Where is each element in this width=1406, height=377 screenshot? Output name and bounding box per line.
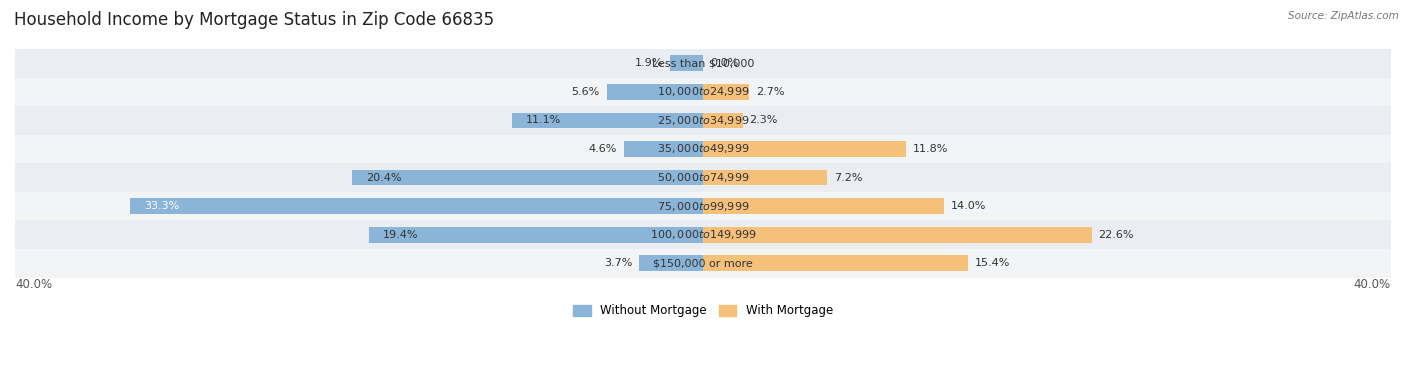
Bar bbox=[640, 256, 703, 271]
Text: 11.8%: 11.8% bbox=[912, 144, 948, 154]
Bar bbox=[703, 141, 905, 157]
Text: 20.4%: 20.4% bbox=[366, 173, 401, 182]
Bar bbox=[703, 256, 967, 271]
Bar bbox=[703, 170, 827, 185]
Text: $35,000 to $49,999: $35,000 to $49,999 bbox=[657, 143, 749, 155]
Text: 19.4%: 19.4% bbox=[382, 230, 419, 240]
Text: 4.6%: 4.6% bbox=[589, 144, 617, 154]
Text: 14.0%: 14.0% bbox=[950, 201, 986, 211]
Text: 2.7%: 2.7% bbox=[756, 87, 785, 97]
Legend: Without Mortgage, With Mortgage: Without Mortgage, With Mortgage bbox=[568, 300, 838, 322]
Text: Less than $10,000: Less than $10,000 bbox=[652, 58, 754, 68]
Bar bbox=[606, 84, 703, 100]
Text: 2.3%: 2.3% bbox=[749, 115, 778, 126]
Text: 40.0%: 40.0% bbox=[15, 277, 52, 291]
Bar bbox=[512, 113, 703, 128]
Bar bbox=[15, 135, 1391, 163]
Text: $150,000 or more: $150,000 or more bbox=[654, 258, 752, 268]
Text: 1.9%: 1.9% bbox=[636, 58, 664, 68]
Bar bbox=[703, 198, 943, 214]
Text: 40.0%: 40.0% bbox=[1354, 277, 1391, 291]
Bar bbox=[370, 227, 703, 243]
Text: 3.7%: 3.7% bbox=[605, 258, 633, 268]
Bar bbox=[352, 170, 703, 185]
Text: 15.4%: 15.4% bbox=[974, 258, 1010, 268]
Bar bbox=[15, 78, 1391, 106]
Text: 5.6%: 5.6% bbox=[572, 87, 600, 97]
Bar bbox=[671, 55, 703, 71]
Bar bbox=[15, 249, 1391, 277]
Bar bbox=[15, 49, 1391, 78]
Text: $75,000 to $99,999: $75,000 to $99,999 bbox=[657, 200, 749, 213]
Text: $100,000 to $149,999: $100,000 to $149,999 bbox=[650, 228, 756, 241]
Bar bbox=[624, 141, 703, 157]
Bar bbox=[15, 221, 1391, 249]
Text: Household Income by Mortgage Status in Zip Code 66835: Household Income by Mortgage Status in Z… bbox=[14, 11, 494, 29]
Bar bbox=[131, 198, 703, 214]
Bar bbox=[15, 192, 1391, 221]
Bar bbox=[703, 227, 1091, 243]
Text: 33.3%: 33.3% bbox=[143, 201, 179, 211]
Bar bbox=[15, 106, 1391, 135]
Text: Source: ZipAtlas.com: Source: ZipAtlas.com bbox=[1288, 11, 1399, 21]
Text: $25,000 to $34,999: $25,000 to $34,999 bbox=[657, 114, 749, 127]
Text: 0.0%: 0.0% bbox=[710, 58, 738, 68]
Text: 7.2%: 7.2% bbox=[834, 173, 862, 182]
Text: $10,000 to $24,999: $10,000 to $24,999 bbox=[657, 85, 749, 98]
Bar bbox=[703, 113, 742, 128]
Bar bbox=[703, 84, 749, 100]
Text: $50,000 to $74,999: $50,000 to $74,999 bbox=[657, 171, 749, 184]
Bar bbox=[15, 163, 1391, 192]
Text: 11.1%: 11.1% bbox=[526, 115, 561, 126]
Text: 22.6%: 22.6% bbox=[1098, 230, 1135, 240]
